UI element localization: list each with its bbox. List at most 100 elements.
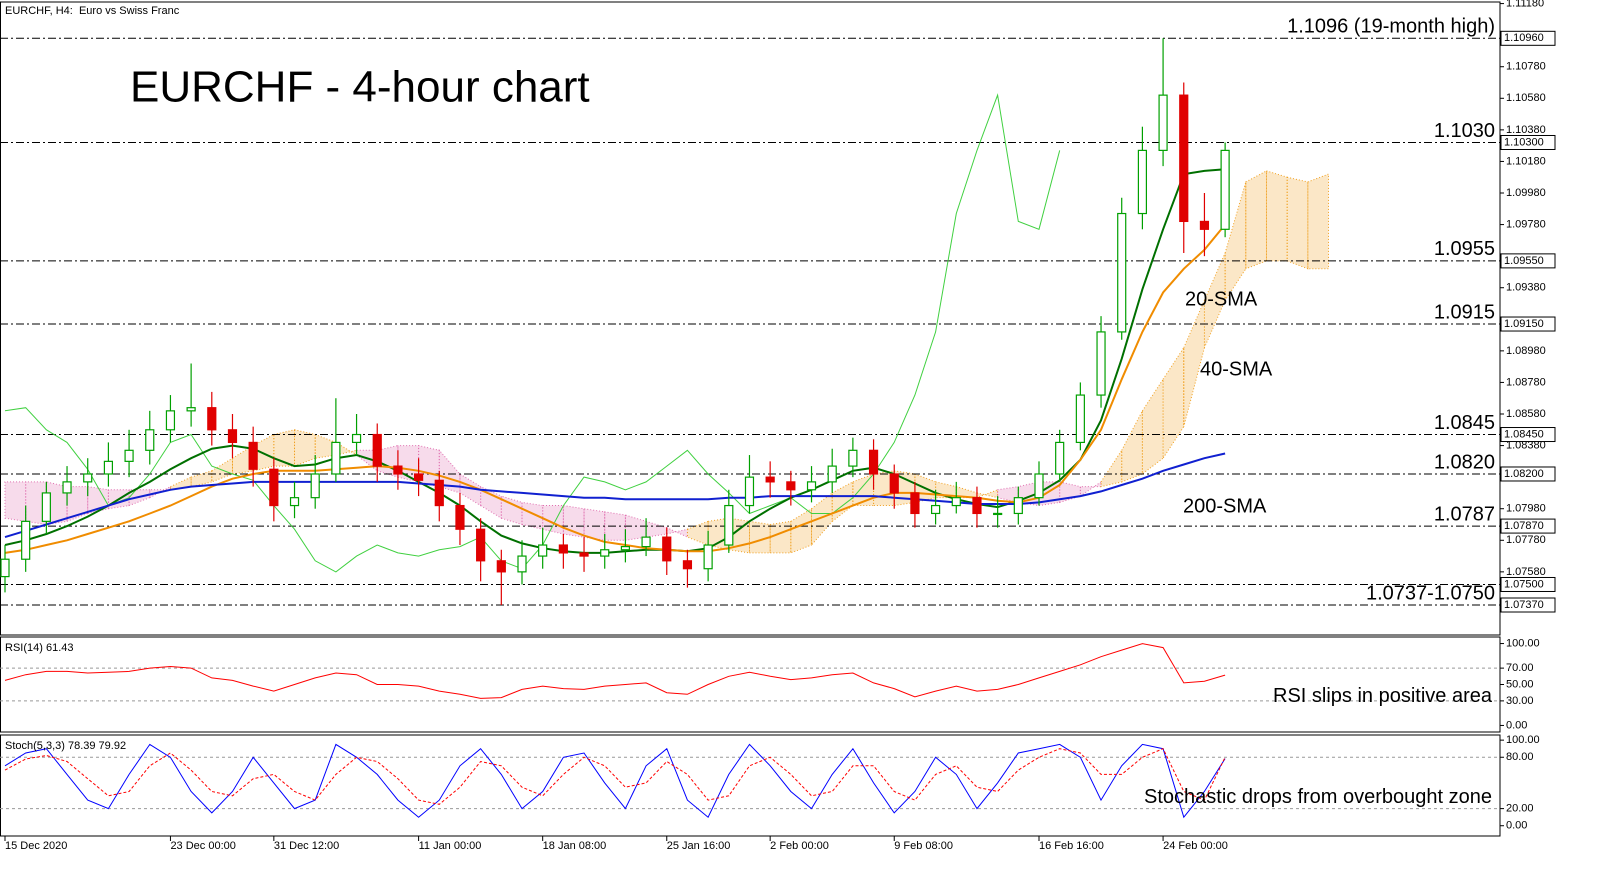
chart-header: EURCHF, H4: Euro vs Swiss Franc <box>5 5 180 17</box>
lagging-line <box>4 93 1061 573</box>
candle-body <box>558 544 568 554</box>
y-tick-label: 1.09980 <box>1506 187 1546 199</box>
y-tick-label: 1.08580 <box>1506 408 1546 420</box>
y-tick-label: 0.00 <box>1506 820 1527 832</box>
cloud-segment <box>273 429 296 467</box>
y-tick-label: 0.00 <box>1506 719 1527 731</box>
panel-title: RSI(14) 61.43 <box>5 642 73 654</box>
candle-body <box>641 536 651 548</box>
candle-body <box>393 465 403 475</box>
y-tick-label: 80.00 <box>1506 751 1534 763</box>
cloud-segment <box>1286 176 1309 270</box>
cloud-segment <box>4 481 27 522</box>
cloud-segment <box>583 508 606 541</box>
candle-body <box>765 476 775 483</box>
level-annotation: 1.0845 <box>1434 412 1495 434</box>
candle-body <box>806 481 817 491</box>
x-tick-label: 11 Jan 00:00 <box>419 840 482 852</box>
candle-body <box>1117 212 1127 333</box>
y-tick-label: 1.08980 <box>1506 345 1546 357</box>
x-tick-label: 16 Feb 16:00 <box>1039 840 1104 852</box>
panel-frame <box>0 734 1501 837</box>
candle-body <box>0 558 10 578</box>
level-annotation: 1.1096 (19-month high) <box>1287 16 1495 38</box>
candle-body <box>455 504 465 530</box>
level-label: 1.08200 <box>1504 468 1544 480</box>
level-label: 1.10960 <box>1504 32 1544 44</box>
cloud-segment <box>811 491 833 547</box>
candle-body <box>724 504 734 546</box>
candle-body <box>579 552 589 557</box>
x-tick-label: 18 Jan 08:00 <box>543 840 607 852</box>
y-tick-label: 70.00 <box>1506 662 1534 674</box>
candle-body <box>21 520 31 560</box>
candle-body <box>1137 149 1148 215</box>
candle-body <box>414 473 424 481</box>
candle-body <box>186 407 196 412</box>
candle-body <box>620 546 631 551</box>
x-tick-label: 31 Dec 12:00 <box>274 840 339 852</box>
chart-title: EURCHF - 4-hour chart <box>130 63 590 112</box>
y-tick-label: 100.00 <box>1506 637 1540 649</box>
cloud-segment <box>997 486 1019 504</box>
candle-body <box>124 449 134 462</box>
level-label-box <box>1500 576 1556 592</box>
level-label: 1.08450 <box>1504 428 1544 440</box>
level-label-box <box>1500 253 1556 269</box>
y-tick-label: 1.09780 <box>1506 218 1546 230</box>
level-label-box <box>1500 30 1556 46</box>
candle-body <box>744 476 755 507</box>
cloud-segment <box>190 470 213 488</box>
x-tick-label: 15 Dec 2020 <box>5 840 67 852</box>
candle-body <box>269 468 279 507</box>
indicator-line <box>4 743 1226 819</box>
level-label-box <box>1500 597 1556 613</box>
candle-body <box>682 560 693 570</box>
cloud-segment <box>955 485 978 499</box>
candle-body <box>351 433 362 444</box>
candle-body <box>868 449 879 475</box>
level-label: 1.07870 <box>1504 520 1544 532</box>
y-tick-label: 1.10780 <box>1506 61 1546 73</box>
candle-body <box>1096 331 1106 396</box>
cloud-segment <box>459 473 482 507</box>
candle-body <box>993 512 1003 516</box>
candle-body <box>889 473 899 494</box>
level-label-box <box>1500 518 1556 534</box>
cloud-segment <box>521 501 544 530</box>
candle-body <box>62 481 72 494</box>
candle-body <box>1013 497 1023 515</box>
cloud-segment <box>1141 377 1164 475</box>
x-tick-label: 23 Dec 00:00 <box>170 840 235 852</box>
candle-body <box>331 441 341 475</box>
y-tick-label: 1.11180 <box>1506 0 1544 9</box>
candle-body <box>310 473 320 499</box>
series-label: 40-SMA <box>1200 358 1273 380</box>
y-tick-label: 1.08380 <box>1506 439 1546 451</box>
candle-body <box>496 560 506 573</box>
y-tick-label: 1.07780 <box>1506 534 1546 546</box>
panel-annotation: Stochastic drops from overbought zone <box>1144 786 1492 808</box>
y-tick-label: 1.10380 <box>1506 124 1546 136</box>
cloud-segment <box>294 429 316 467</box>
series-label: 20-SMA <box>1185 288 1258 310</box>
y-tick-label: 1.07580 <box>1506 566 1546 578</box>
candle-body <box>372 433 382 467</box>
candle-body <box>1055 441 1065 475</box>
cloud-segment <box>1079 480 1102 498</box>
candle-body <box>1075 394 1085 444</box>
cloud-segment <box>1245 170 1267 270</box>
cloud-segment <box>45 481 68 526</box>
candle-body <box>1034 473 1044 499</box>
candle-body <box>248 441 258 470</box>
cloud-segment <box>314 433 337 459</box>
level-label: 1.07370 <box>1504 599 1544 611</box>
cloud-segment <box>769 520 792 554</box>
cloud-segment <box>1265 170 1288 262</box>
candle-body <box>207 407 217 431</box>
candle-body <box>103 460 114 475</box>
level-annotation: 1.1030 <box>1434 120 1495 142</box>
level-label-box <box>1500 466 1556 482</box>
cloud-segment <box>976 489 999 499</box>
